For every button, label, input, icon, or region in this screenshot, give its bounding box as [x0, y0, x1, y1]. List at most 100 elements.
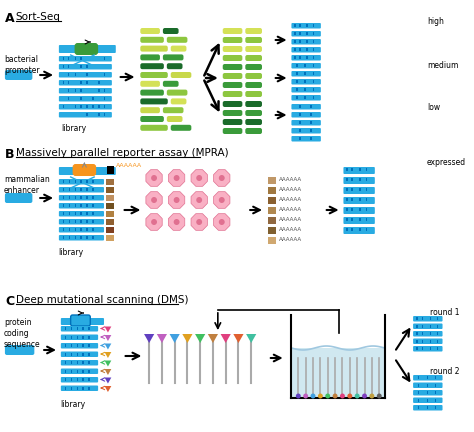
FancyBboxPatch shape	[59, 187, 104, 193]
Bar	[422, 332, 423, 335]
FancyBboxPatch shape	[140, 98, 168, 105]
Bar	[81, 105, 82, 108]
FancyBboxPatch shape	[246, 28, 262, 34]
Bar	[366, 188, 367, 191]
Bar	[106, 227, 114, 232]
Bar	[88, 378, 90, 381]
Circle shape	[173, 197, 180, 203]
FancyBboxPatch shape	[61, 343, 98, 349]
Bar	[294, 32, 296, 35]
Bar	[296, 80, 298, 83]
Bar	[351, 188, 353, 191]
Bar	[71, 344, 72, 347]
Bar	[430, 332, 431, 335]
Bar	[63, 220, 64, 223]
FancyBboxPatch shape	[140, 89, 164, 95]
Bar	[74, 220, 76, 223]
Text: AAAAAA: AAAAAA	[279, 217, 302, 222]
Bar	[68, 73, 69, 76]
Bar	[104, 113, 106, 116]
FancyBboxPatch shape	[223, 128, 242, 134]
Bar	[418, 391, 419, 394]
Bar	[63, 57, 64, 60]
Bar	[65, 387, 66, 390]
FancyBboxPatch shape	[223, 82, 242, 88]
FancyBboxPatch shape	[61, 385, 98, 391]
FancyBboxPatch shape	[223, 91, 242, 97]
Bar	[74, 212, 76, 215]
Bar	[76, 361, 78, 364]
FancyBboxPatch shape	[59, 195, 104, 200]
Bar	[86, 228, 88, 231]
Bar	[81, 89, 82, 92]
Bar	[82, 361, 84, 364]
Text: Deep mutational scanning (DMS): Deep mutational scanning (DMS)	[16, 295, 188, 305]
FancyBboxPatch shape	[59, 45, 116, 53]
FancyBboxPatch shape	[223, 28, 242, 34]
Bar	[82, 378, 84, 381]
Bar	[359, 228, 361, 231]
Circle shape	[196, 219, 202, 225]
Circle shape	[219, 219, 225, 225]
Bar	[437, 325, 438, 327]
FancyBboxPatch shape	[167, 37, 187, 43]
Bar	[430, 347, 431, 350]
Bar	[422, 340, 423, 343]
FancyBboxPatch shape	[246, 73, 262, 79]
Bar	[86, 236, 88, 239]
FancyBboxPatch shape	[163, 107, 183, 113]
Bar	[65, 344, 66, 347]
Bar	[76, 327, 78, 330]
Bar	[359, 218, 361, 221]
Bar	[81, 81, 82, 84]
Bar	[422, 325, 423, 327]
FancyBboxPatch shape	[292, 63, 321, 69]
Bar	[268, 207, 276, 214]
Text: protein
coding
sequence: protein coding sequence	[4, 318, 41, 349]
FancyBboxPatch shape	[59, 80, 112, 86]
Text: AAAAAA: AAAAAA	[279, 177, 302, 182]
Bar	[86, 81, 88, 84]
Text: low: low	[427, 103, 440, 112]
Bar	[68, 89, 69, 92]
Bar	[430, 325, 431, 327]
FancyBboxPatch shape	[292, 47, 321, 53]
Bar	[294, 40, 296, 43]
Bar	[63, 228, 64, 231]
Bar	[430, 340, 431, 343]
Bar	[63, 65, 64, 68]
FancyBboxPatch shape	[140, 125, 168, 131]
Bar	[74, 89, 76, 92]
Bar	[63, 188, 64, 191]
Bar	[76, 353, 78, 356]
Bar	[294, 56, 296, 59]
FancyBboxPatch shape	[292, 31, 321, 36]
Bar	[81, 180, 82, 183]
Bar	[299, 40, 301, 43]
FancyBboxPatch shape	[73, 164, 96, 176]
Bar	[313, 40, 314, 43]
Circle shape	[219, 175, 225, 181]
Bar	[74, 228, 76, 231]
Bar	[92, 220, 94, 223]
Bar	[68, 81, 69, 84]
FancyBboxPatch shape	[413, 397, 443, 403]
Text: round 1: round 1	[430, 308, 459, 317]
Bar	[296, 64, 298, 67]
FancyBboxPatch shape	[59, 112, 112, 118]
Bar	[304, 88, 306, 91]
Bar	[268, 177, 276, 184]
FancyBboxPatch shape	[246, 128, 262, 134]
FancyBboxPatch shape	[71, 315, 90, 326]
Bar	[296, 88, 298, 91]
Bar	[427, 384, 428, 387]
Bar	[98, 89, 100, 92]
Bar	[74, 236, 76, 239]
Bar	[81, 65, 82, 68]
Bar	[427, 399, 428, 401]
Bar	[71, 361, 72, 364]
Bar	[82, 336, 84, 339]
Bar	[299, 137, 301, 140]
Bar	[88, 336, 90, 339]
Text: Sort-Seq: Sort-Seq	[16, 12, 61, 22]
